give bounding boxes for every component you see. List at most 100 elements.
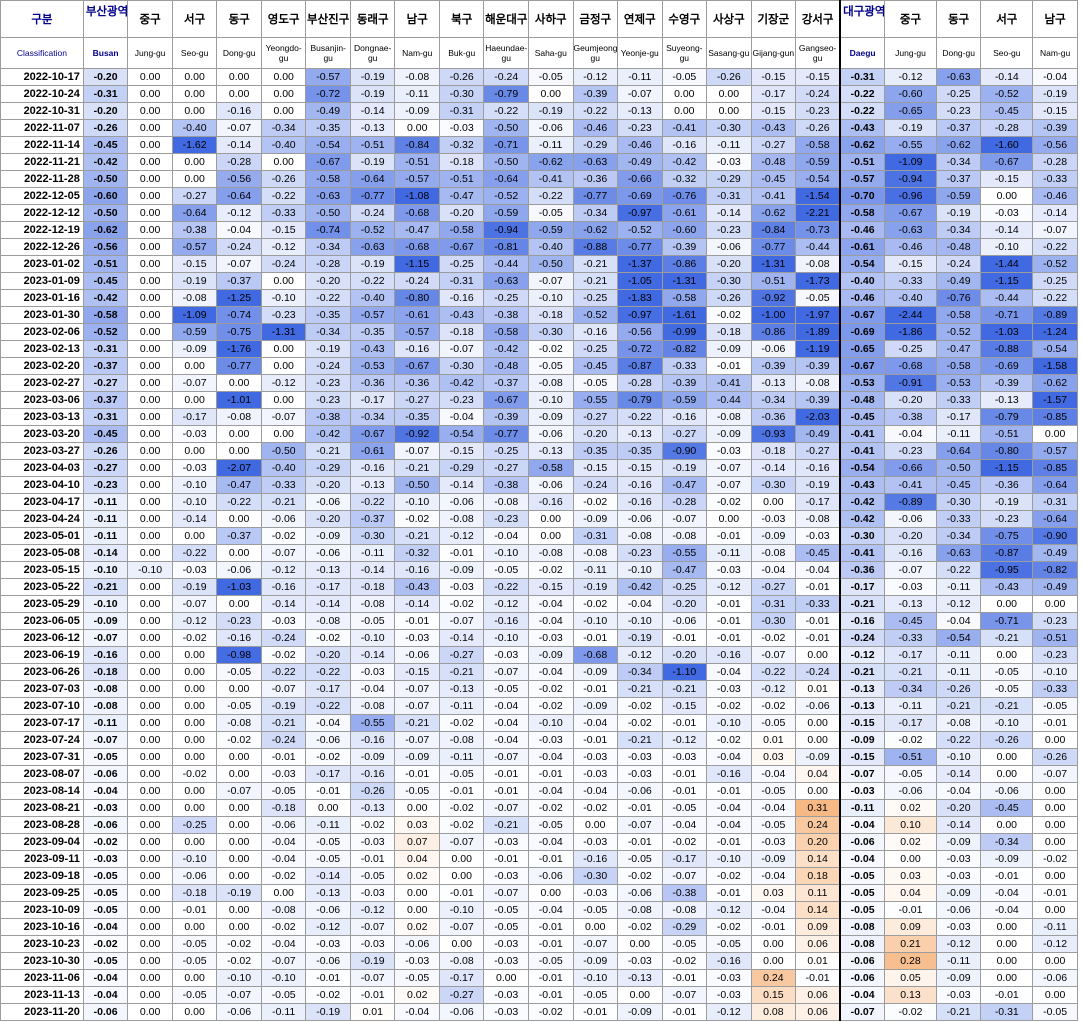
table-row: 2023-03-27 -0.26 0.00 0.00 0.00 -0.50 -0.21 -0.… <box>0 442 1078 460</box>
row-date: 2023-07-31 <box>0 748 84 766</box>
data-cell: -0.23 <box>706 221 752 239</box>
data-cell: 0.00 <box>171 85 218 103</box>
data-cell: -0.04 <box>617 595 663 613</box>
data-cell: -0.88 <box>572 238 619 256</box>
data-cell: -0.06 <box>82 765 129 783</box>
row-date: 2023-07-03 <box>0 680 84 698</box>
data-cell: -0.56 <box>82 238 129 256</box>
column-header-en: Sasang-gu <box>706 37 752 69</box>
data-cell: -0.21 <box>661 680 708 698</box>
data-cell: -0.26 <box>260 170 307 188</box>
data-cell: -0.61 <box>349 442 396 460</box>
data-cell: 0.06 <box>795 986 841 1004</box>
data-cell: -0.03 <box>884 578 937 596</box>
table-row: 2023-04-17 -0.11 0.00 -0.10 -0.22 -0.21 -0.06-… <box>0 493 1078 511</box>
data-cell: -0.04 <box>706 816 752 834</box>
data-cell: 0.00 <box>127 833 173 851</box>
data-cell: -0.19 <box>884 119 937 137</box>
data-cell: 0.00 <box>171 102 218 120</box>
data-cell: -0.07 <box>216 119 262 137</box>
table-row: 2023-07-31 -0.05 0.00 0.00 0.00 -0.01 -0.02 -0.… <box>0 748 1078 766</box>
data-cell: -0.06 <box>305 544 351 562</box>
data-cell: -0.38 <box>305 408 351 426</box>
data-cell: -0.52 <box>572 306 619 324</box>
data-cell: -0.41 <box>839 544 886 562</box>
data-cell: -0.24 <box>260 629 307 647</box>
row-date: 2023-09-04 <box>0 833 84 851</box>
data-cell: -0.33 <box>795 595 841 613</box>
data-cell: -0.42 <box>305 425 351 443</box>
data-cell: -0.15 <box>572 459 619 477</box>
data-cell: -0.14 <box>706 204 752 222</box>
data-cell: -0.05 <box>483 561 529 579</box>
data-cell: -0.07 <box>750 646 797 664</box>
table-row: 2023-05-01 -0.11 0.00 0.00 -0.37 -0.02 -0.09 -0… <box>0 527 1078 545</box>
data-cell: -0.03 <box>572 884 619 902</box>
data-cell: -0.09 <box>572 952 619 970</box>
row-date: 2023-02-06 <box>0 323 84 341</box>
data-cell: -0.20 <box>935 799 982 817</box>
data-cell: 0.00 <box>438 935 485 953</box>
data-cell: -0.02 <box>305 629 351 647</box>
data-cell: -0.19 <box>935 204 982 222</box>
table-row: 2022-10-31 -0.20 0.00 0.00 -0.16 0.00 -0.49 -0.… <box>0 102 1078 120</box>
data-cell: 0.00 <box>127 578 173 596</box>
data-cell: 0.00 <box>1032 782 1078 800</box>
data-cell: -0.11 <box>935 663 982 681</box>
data-cell: -0.86 <box>661 255 708 273</box>
data-cell: -0.72 <box>305 85 351 103</box>
data-cell: -0.04 <box>980 884 1034 902</box>
data-cell: 0.02 <box>394 918 440 936</box>
data-cell: -0.02 <box>706 697 752 715</box>
data-cell: -0.62 <box>1032 374 1078 392</box>
data-cell: -0.67 <box>349 425 396 443</box>
data-cell: -0.03 <box>617 952 663 970</box>
data-cell: -0.16 <box>216 629 262 647</box>
row-date: 2023-07-10 <box>0 697 84 715</box>
data-cell: -0.30 <box>839 527 886 545</box>
data-cell: -0.16 <box>260 578 307 596</box>
data-cell: -0.23 <box>305 374 351 392</box>
data-cell: -0.04 <box>82 986 129 1004</box>
data-cell: -0.01 <box>750 918 797 936</box>
data-cell: -0.56 <box>1032 136 1078 154</box>
data-cell: -0.34 <box>305 323 351 341</box>
data-cell: -0.79 <box>980 408 1034 426</box>
data-cell: -0.23 <box>795 102 841 120</box>
data-cell: 0.00 <box>127 289 173 307</box>
data-cell: -0.04 <box>661 816 708 834</box>
data-cell: -0.03 <box>750 510 797 528</box>
data-cell: -0.22 <box>171 544 218 562</box>
data-cell: -0.04 <box>750 867 797 885</box>
data-cell: -0.27 <box>82 374 129 392</box>
data-cell: -0.01 <box>661 782 708 800</box>
data-cell: -0.01 <box>394 612 440 630</box>
data-cell: -0.06 <box>528 425 574 443</box>
data-cell: -0.21 <box>572 255 619 273</box>
data-cell: -0.27 <box>795 442 841 460</box>
data-cell: -0.26 <box>706 68 752 86</box>
data-cell: -0.41 <box>528 170 574 188</box>
column-header: 강서구 <box>795 0 841 38</box>
data-cell: -0.05 <box>661 935 708 953</box>
data-cell: -0.06 <box>528 867 574 885</box>
data-cell: -0.06 <box>839 833 886 851</box>
data-cell: -0.51 <box>394 153 440 171</box>
data-cell: -0.28 <box>617 374 663 392</box>
data-cell: -0.79 <box>617 391 663 409</box>
data-cell: -0.20 <box>661 646 708 664</box>
data-cell: -0.24 <box>795 85 841 103</box>
data-cell: 0.00 <box>127 952 173 970</box>
data-cell: -0.03 <box>260 765 307 783</box>
row-date: 2023-09-11 <box>0 850 84 868</box>
data-cell: -0.03 <box>438 578 485 596</box>
data-cell: -0.04 <box>528 612 574 630</box>
data-cell: -0.34 <box>884 680 937 698</box>
data-cell: -0.20 <box>572 425 619 443</box>
data-cell: -0.10 <box>171 476 218 494</box>
data-cell: -0.04 <box>349 680 396 698</box>
row-date: 2023-03-13 <box>0 408 84 426</box>
table-row: 2023-04-24 -0.11 0.00 -0.14 0.00 -0.06 -0.20 -0… <box>0 510 1078 528</box>
data-cell: -0.12 <box>617 646 663 664</box>
data-cell: -0.09 <box>171 340 218 358</box>
